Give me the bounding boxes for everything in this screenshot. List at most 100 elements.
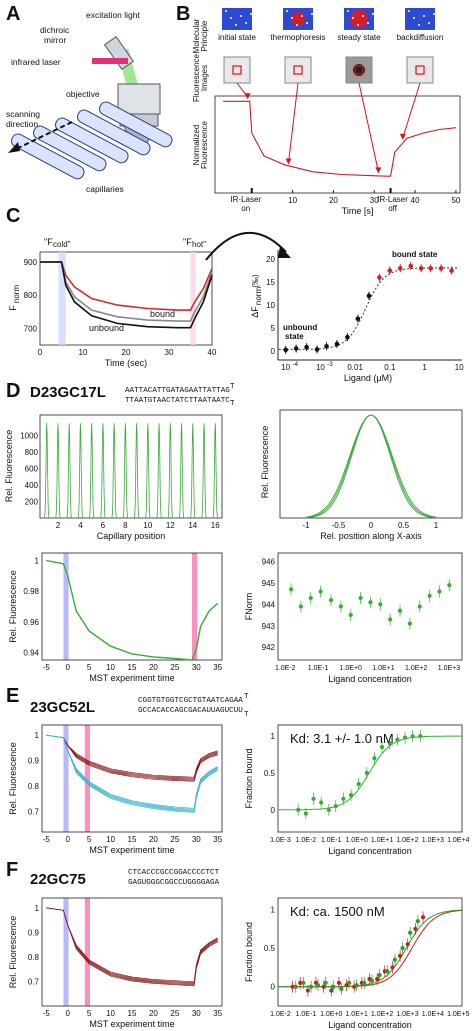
d-mst-ytick: 0.96 — [23, 618, 39, 627]
e-mst-hot-window — [84, 725, 90, 832]
scanning-arrow-line — [13, 121, 73, 151]
c-right-point — [366, 293, 372, 299]
cap-xtick: 10 — [143, 521, 152, 530]
roi-box-2 — [354, 65, 364, 75]
f-mst-xlabel: MST experiment time — [89, 1019, 174, 1029]
c-right-point — [418, 266, 424, 271]
cold-sub: cold" — [53, 240, 71, 249]
d-title: D23GC17L — [30, 384, 106, 401]
capillary-peak-13 — [189, 423, 197, 519]
e-mst-xtick: 10 — [106, 835, 115, 844]
bound-state-label: bound state — [392, 250, 438, 259]
b-pointer-arrow — [288, 82, 299, 163]
f-dose-point — [415, 919, 420, 924]
e-dose-point — [395, 737, 400, 742]
state-label-2: steady state — [337, 33, 381, 42]
e-dose-point — [319, 800, 324, 805]
molecule-dot — [433, 13, 435, 15]
f-dose-xtick: 1.0E+2 — [371, 1011, 393, 1018]
c-left-ytick: 800 — [24, 291, 38, 300]
e-mst-xtick: 5 — [87, 835, 92, 844]
cap-xtick: 12 — [166, 521, 175, 530]
e-dose-xtick: 1.0E-3 — [270, 837, 291, 844]
b-xtick-label: 20 — [329, 196, 338, 205]
c-right-point — [387, 268, 393, 273]
d-mst-trace-0-0 — [46, 559, 219, 661]
f-mst-xtick: 30 — [192, 1009, 201, 1018]
instrument-schematic — [8, 36, 173, 180]
e-mst-xtick: 25 — [170, 835, 179, 844]
b-event-label: IR-Laser — [230, 195, 261, 204]
c-left-xtick: 40 — [208, 348, 217, 357]
f-dose-ytick: 0.5 — [264, 944, 276, 953]
c-right-ytick: 5 — [271, 324, 276, 333]
label-mirror: mirror — [44, 35, 66, 45]
e-dose-point — [387, 741, 392, 746]
f-dose-point — [305, 988, 310, 993]
b-event-label: IR-Laser — [377, 195, 408, 204]
f-mst-trace-0-3 — [46, 907, 218, 984]
f-seq-top: CTCACCCGCCGGACCCCTCT — [128, 869, 220, 877]
c-left-xtick: 10 — [79, 348, 88, 357]
molecule-dot — [423, 15, 425, 17]
molecule-dot — [245, 22, 247, 24]
cap-xtick: 8 — [123, 521, 128, 530]
e-seq-bot-end: T — [244, 711, 249, 719]
f-dose-point — [290, 984, 295, 989]
e-dose-xtick: 1.0E+0 — [345, 837, 367, 844]
cap-ytick: 400 — [25, 481, 39, 490]
f-mst-xtick: 5 — [87, 1009, 92, 1018]
panel-letter-c: C — [6, 205, 20, 227]
label-infrared-laser: infrared laser — [11, 57, 61, 67]
molecule-dot — [291, 17, 293, 19]
c-right-point — [355, 316, 361, 322]
c-right-point — [283, 347, 289, 353]
e-dose-xtick: 1.0E+2 — [396, 837, 418, 844]
f-dose-point — [377, 973, 382, 978]
c-right-xtick: 10 — [455, 363, 464, 372]
label-objective: objective — [66, 89, 100, 99]
d-seq-top: AATTACATTGATAGAATTATTAG — [125, 387, 230, 395]
d-dose-point — [417, 604, 422, 609]
f-mst-xtick: 20 — [149, 1009, 158, 1018]
e-title: 23GC52L — [30, 699, 95, 716]
panel-letter-a: A — [6, 3, 20, 25]
label-bound: bound — [150, 309, 175, 319]
f-dose-point — [321, 984, 326, 989]
roi-box-3 — [415, 65, 425, 75]
xprof-curve-0 — [305, 414, 437, 519]
c-right-point — [324, 343, 329, 349]
b-pointer-head — [375, 167, 382, 174]
f-dose-point — [400, 946, 405, 951]
cold-window — [58, 252, 66, 345]
f-dose-fit-1 — [278, 909, 463, 988]
b-event-label: on — [241, 204, 250, 213]
capillary-peak-15 — [211, 423, 219, 519]
f-mst-trace-chart: -5 0 5 10 15 20 25 30 35 0.7 0.8 0.9 1 MST experiment… — [8, 897, 223, 1029]
xprof-curve-2 — [305, 414, 437, 518]
d-dose-ytick: 942 — [262, 643, 276, 652]
c-left-xtick: 20 — [122, 348, 131, 357]
c-left-frame — [39, 251, 213, 346]
molecule-dot — [357, 24, 359, 26]
side-label: Molecular — [192, 18, 201, 53]
cap-xtick: 16 — [211, 521, 220, 530]
fluor-image-0 — [223, 56, 251, 84]
f-title: 22GC75 — [30, 871, 86, 888]
capillary-scan-chart: 2 4 6 8 10 12 14 16 200 400 600 800 1000 Capillary po… — [4, 414, 223, 541]
f-mst-xtick: 10 — [106, 1009, 115, 1018]
f-mst-xtick: 0 — [65, 1009, 70, 1018]
c-right-fit — [278, 267, 460, 350]
d-dose-point — [288, 587, 294, 592]
e-dose-point — [410, 733, 415, 739]
f-mst-trace-0-1 — [46, 907, 218, 986]
state-label-3: backdiffusion — [397, 33, 444, 42]
f-dose-point — [385, 969, 390, 974]
c-left-ylabel: F — [8, 305, 18, 311]
xprof-curve-1 — [305, 414, 437, 518]
d-mst-xtick: 5 — [87, 663, 92, 672]
b-xtick-label: 30 — [370, 196, 379, 205]
roi-box-1 — [293, 65, 303, 75]
e-dose-point — [303, 811, 308, 816]
